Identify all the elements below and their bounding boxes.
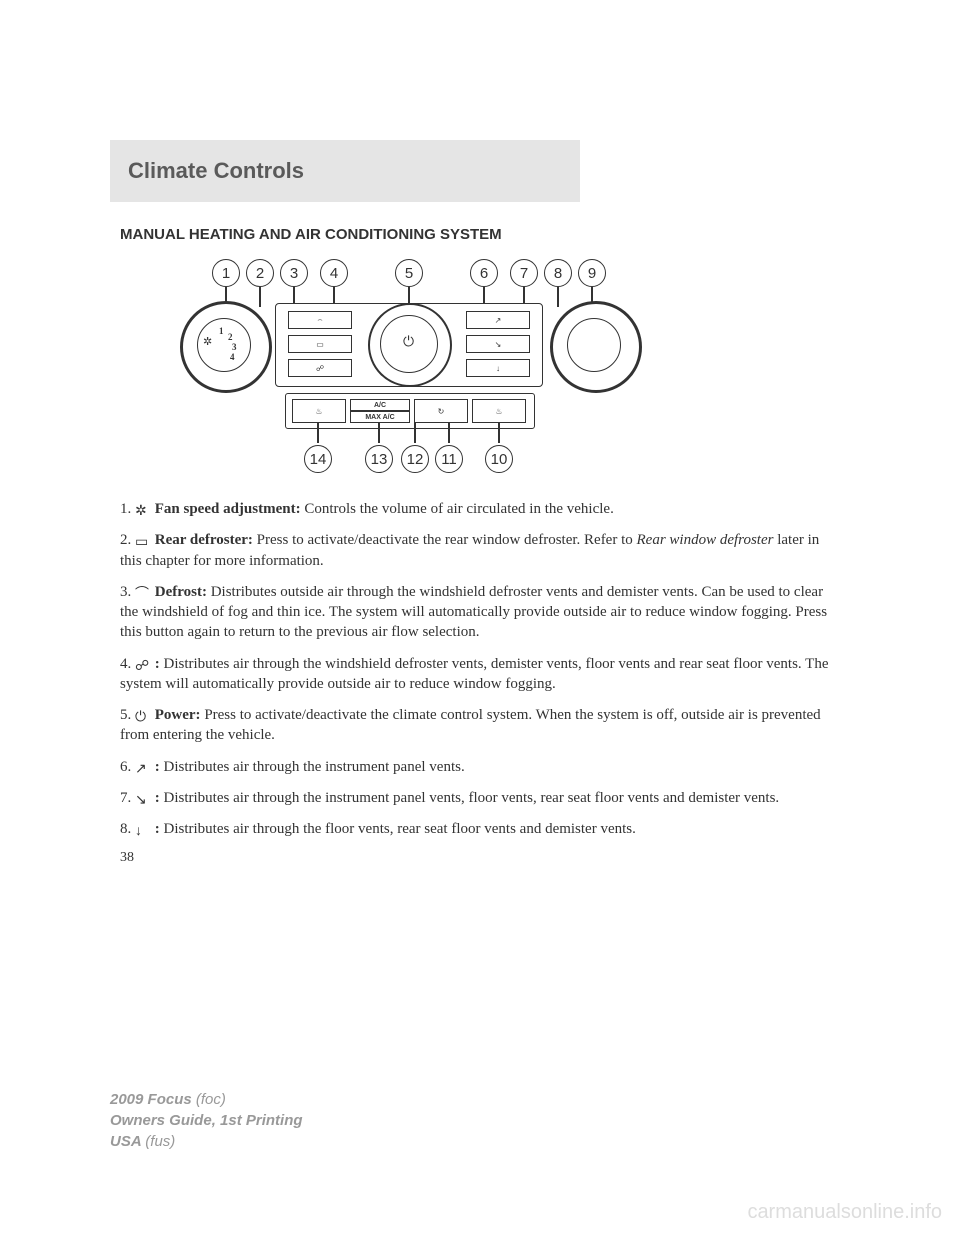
text: Distributes outside air through the wind… xyxy=(120,584,827,641)
num: 3. xyxy=(120,584,131,600)
power-icon: ⏻ xyxy=(403,335,414,351)
panel-btn: ↗ xyxy=(466,311,530,329)
defrost-btn: ⌢ xyxy=(288,311,352,329)
num: 6. xyxy=(120,759,131,775)
section-title: Climate Controls xyxy=(128,158,304,183)
item-5: 5. ⏻ Power: Press to activate/deactivate… xyxy=(120,705,840,746)
power-dial: ⏻ xyxy=(368,303,452,387)
line xyxy=(259,287,261,307)
item-8: 8. ↓ : Distributes air through the floor… xyxy=(120,819,840,839)
climate-control-diagram: 1 2 3 4 5 6 7 8 9 ✲ 1 xyxy=(170,259,650,479)
item-7: 7. ↘ : Distributes air through the instr… xyxy=(120,788,840,808)
fan-2: 2 xyxy=(228,332,233,342)
seat-heat-right-btn: ♨ xyxy=(472,399,526,423)
label: Power: xyxy=(155,707,201,723)
text: Distributes air through the floor vents,… xyxy=(160,821,636,837)
text: Press to activate/deactivate the rear wi… xyxy=(253,532,637,548)
fan-icon: ✲ xyxy=(203,335,212,348)
panel-icon: ↗ xyxy=(135,761,151,775)
fan-icon: ✲ xyxy=(135,503,151,517)
page-heading: MANUAL HEATING AND AIR CONDITIONING SYST… xyxy=(120,226,840,243)
floor-icon: ↓ xyxy=(135,823,151,837)
recirc-btn: ↻ xyxy=(414,399,468,423)
defrost-icon: ⌒ xyxy=(135,586,151,600)
italic: Rear window defroster xyxy=(637,532,774,548)
callout-8: 8 xyxy=(544,259,572,287)
label: Fan speed adjustment: xyxy=(155,501,301,517)
line xyxy=(317,423,319,443)
callout-9: 9 xyxy=(578,259,606,287)
panel-floor-btn: ↘ xyxy=(466,335,530,353)
section-header: Climate Controls xyxy=(110,140,580,202)
footer-region-code: (fus) xyxy=(145,1133,175,1150)
footer: 2009 Focus (foc) Owners Guide, 1st Print… xyxy=(110,1089,303,1152)
item-1: 1. ✲ Fan speed adjustment: Controls the … xyxy=(120,499,840,519)
text: Controls the volume of air circulated in… xyxy=(301,501,614,517)
footer-model: 2009 Focus xyxy=(110,1091,196,1108)
callout-10: 10 xyxy=(485,445,513,473)
item-3: 3. ⌒ Defrost: Distributes outside air th… xyxy=(120,582,840,643)
num: 5. xyxy=(120,707,131,723)
callout-11: 11 xyxy=(435,445,463,473)
num: 2. xyxy=(120,532,131,548)
power-icon: ⏻ xyxy=(135,709,151,723)
line xyxy=(498,423,500,443)
ac-btn: A/C xyxy=(350,399,410,411)
text: Distributes air through the instrument p… xyxy=(160,790,779,806)
page-number: 38 xyxy=(120,850,840,866)
floor-btn: ↓ xyxy=(466,359,530,377)
num: 4. xyxy=(120,656,131,672)
label: Defrost: xyxy=(155,584,207,600)
callout-3: 3 xyxy=(280,259,308,287)
line xyxy=(378,423,380,443)
panel-floor-icon: ↘ xyxy=(135,792,151,806)
fan-4: 4 xyxy=(230,352,235,362)
fan-1: 1 xyxy=(219,326,224,336)
fan-dial: ✲ 1 2 3 4 xyxy=(180,301,272,393)
text: Press to activate/deactivate the climate… xyxy=(120,707,821,743)
num: 7. xyxy=(120,790,131,806)
num: 1. xyxy=(120,501,131,517)
line xyxy=(448,423,450,443)
text: Distributes air through the windshield d… xyxy=(120,656,828,692)
watermark: carmanualsonline.info xyxy=(747,1201,942,1224)
temp-dial xyxy=(550,301,642,393)
callout-14: 14 xyxy=(304,445,332,473)
floor-defrost-btn: ☍ xyxy=(288,359,352,377)
callout-12: 12 xyxy=(401,445,429,473)
floor-defrost-icon: ☍ xyxy=(135,658,151,672)
item-2: 2. ▭ Rear defroster: Press to activate/d… xyxy=(120,530,840,571)
num: 8. xyxy=(120,821,131,837)
item-4: 4. ☍ : Distributes air through the winds… xyxy=(120,654,840,695)
line xyxy=(557,287,559,307)
callout-2: 2 xyxy=(246,259,274,287)
callout-5: 5 xyxy=(395,259,423,287)
callout-1: 1 xyxy=(212,259,240,287)
footer-region: USA xyxy=(110,1133,145,1150)
fan-3: 3 xyxy=(232,342,237,352)
rear-defrost-btn: ▭ xyxy=(288,335,352,353)
callout-6: 6 xyxy=(470,259,498,287)
rear-defrost-icon: ▭ xyxy=(135,534,151,548)
maxac-btn: MAX A/C xyxy=(350,411,410,423)
callout-4: 4 xyxy=(320,259,348,287)
line xyxy=(414,423,416,443)
label: Rear defroster: xyxy=(155,532,253,548)
seat-heat-left-btn: ♨ xyxy=(292,399,346,423)
item-6: 6. ↗ : Distributes air through the instr… xyxy=(120,757,840,777)
callout-13: 13 xyxy=(365,445,393,473)
callout-7: 7 xyxy=(510,259,538,287)
footer-code: (foc) xyxy=(196,1091,226,1108)
footer-guide: Owners Guide, 1st Printing xyxy=(110,1110,303,1131)
text: Distributes air through the instrument p… xyxy=(160,759,465,775)
